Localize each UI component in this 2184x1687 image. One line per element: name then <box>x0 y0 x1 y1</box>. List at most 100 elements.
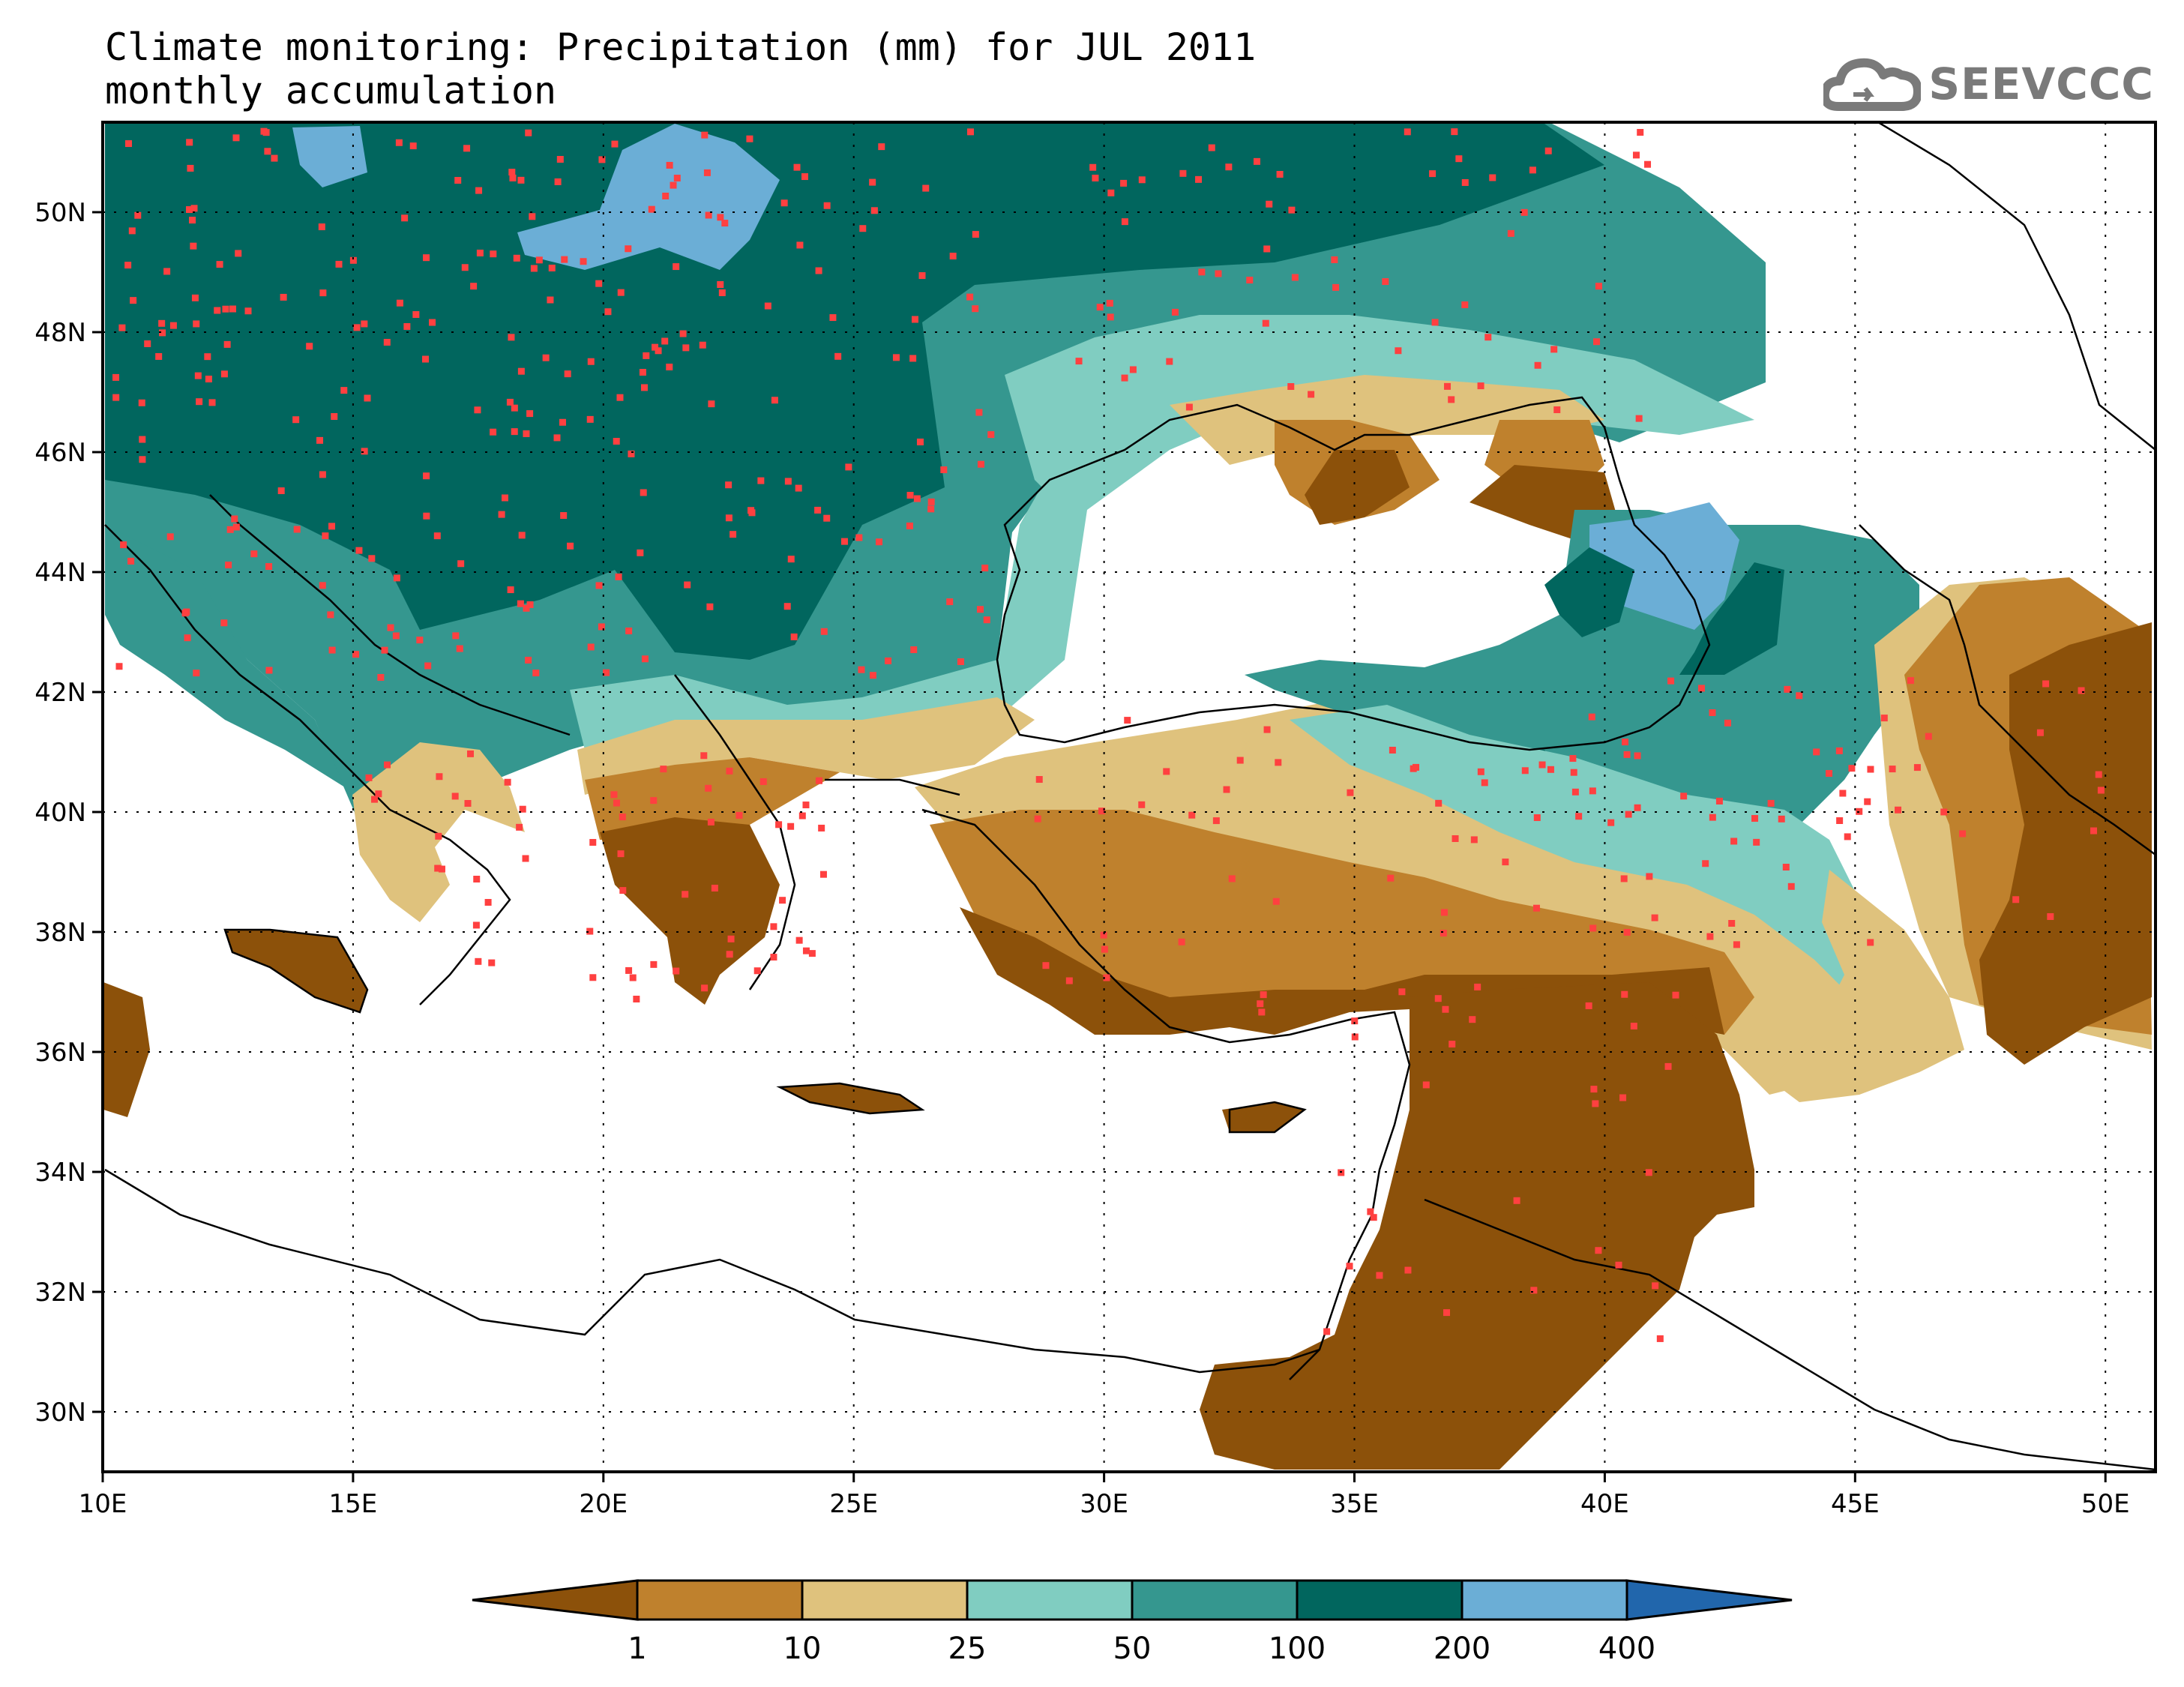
lon-tick-label: 35E <box>1330 1489 1379 1519</box>
station-marker <box>640 489 647 496</box>
station-marker <box>1477 768 1484 775</box>
station-marker <box>1532 904 1540 912</box>
station-marker <box>423 472 430 480</box>
station-marker <box>529 213 536 220</box>
station-marker <box>1236 757 1244 764</box>
station-marker <box>194 372 202 379</box>
station-marker <box>1166 358 1173 365</box>
station-marker <box>1520 208 1528 216</box>
station-marker <box>603 669 610 676</box>
lat-tick-label: 36N <box>34 1038 86 1068</box>
colorbar-label: 200 <box>1434 1632 1490 1666</box>
station-marker <box>548 264 556 271</box>
station-marker <box>1276 170 1284 178</box>
station-marker <box>1889 766 1896 773</box>
station-marker <box>466 750 474 757</box>
station-marker <box>580 258 587 265</box>
station-marker <box>130 297 137 304</box>
station-marker <box>1940 808 1948 816</box>
gridlines <box>103 122 2156 1472</box>
station-marker <box>264 148 271 155</box>
station-marker <box>1138 176 1146 184</box>
station-marker <box>2095 771 2102 778</box>
station-marker <box>322 532 329 540</box>
station-marker <box>1291 274 1299 281</box>
station-marker <box>166 533 174 541</box>
station-marker <box>1530 1287 1538 1294</box>
station-marker <box>190 242 197 250</box>
station-marker <box>1826 770 1833 778</box>
station-marker <box>349 256 357 264</box>
station-marker <box>617 289 625 296</box>
station-marker <box>523 604 530 612</box>
station-marker <box>1129 366 1137 373</box>
station-marker <box>598 156 606 163</box>
station-marker <box>1706 933 1714 940</box>
station-marker <box>318 223 325 231</box>
station-marker <box>155 352 163 360</box>
station-marker <box>878 143 885 151</box>
station-marker <box>764 302 771 310</box>
station-marker <box>633 996 640 1003</box>
station-marker <box>1455 155 1463 163</box>
station-marker <box>845 463 852 471</box>
station-marker <box>1484 334 1492 341</box>
station-marker <box>265 667 273 674</box>
station-marker <box>498 511 505 518</box>
colorbar-swatch <box>1131 1579 1299 1621</box>
station-marker <box>235 250 242 257</box>
station-marker <box>966 128 974 136</box>
station-marker <box>112 373 120 381</box>
station-marker <box>625 627 633 634</box>
station-marker <box>701 131 709 139</box>
colorbar-label: 50 <box>1113 1632 1152 1666</box>
station-marker <box>770 923 777 930</box>
station-marker <box>796 241 804 249</box>
station-marker <box>795 484 802 492</box>
station-marker <box>1331 256 1338 263</box>
region-poland-400 <box>517 124 780 270</box>
station-marker <box>525 129 532 136</box>
station-marker <box>586 415 594 423</box>
station-marker <box>144 340 151 347</box>
station-marker <box>976 606 984 613</box>
station-marker <box>1185 403 1193 411</box>
station-marker <box>1042 962 1050 969</box>
station-marker <box>1595 283 1602 290</box>
station-marker <box>1346 1263 1353 1270</box>
station-marker <box>717 281 724 289</box>
station-marker <box>1656 1335 1664 1342</box>
station-marker <box>1287 383 1295 391</box>
station-marker <box>196 398 203 406</box>
lon-tick-label: 20E <box>579 1489 628 1519</box>
lon-tick-label: 30E <box>1080 1489 1128 1519</box>
station-marker <box>1534 361 1541 369</box>
station-marker <box>433 532 441 540</box>
station-marker <box>328 646 336 654</box>
station-marker <box>1553 406 1561 414</box>
station-marker <box>1477 382 1484 390</box>
station-marker <box>869 178 876 186</box>
station-marker <box>1449 1041 1456 1048</box>
station-marker <box>473 875 481 882</box>
station-marker <box>163 268 171 275</box>
station-marker <box>625 245 632 253</box>
station-marker <box>292 416 300 424</box>
station-marker <box>949 253 957 260</box>
station-marker <box>1637 129 1644 136</box>
station-marker <box>1404 1266 1412 1274</box>
station-marker <box>368 555 376 562</box>
station-marker <box>721 220 729 227</box>
station-marker <box>1895 806 1902 814</box>
station-marker <box>553 434 561 442</box>
region-east-25 <box>1769 870 1964 1102</box>
station-marker <box>855 534 863 541</box>
region-kerch-1 <box>1305 450 1619 540</box>
station-marker <box>436 773 443 781</box>
station-marker <box>508 334 515 341</box>
station-marker <box>673 175 681 182</box>
station-marker <box>435 832 442 840</box>
station-marker <box>508 169 516 176</box>
station-marker <box>662 192 670 199</box>
station-marker <box>655 347 662 355</box>
